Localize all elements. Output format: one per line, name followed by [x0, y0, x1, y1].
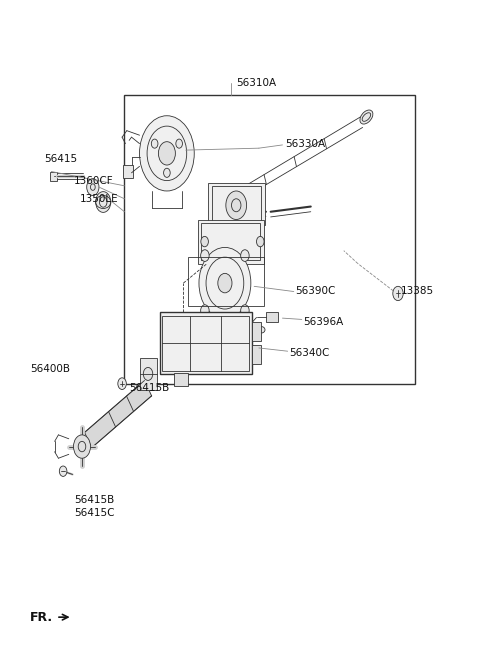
Bar	[208, 183, 264, 225]
Text: 56330A: 56330A	[285, 139, 325, 149]
Circle shape	[240, 305, 249, 317]
Text: 56340C: 56340C	[289, 348, 330, 358]
Circle shape	[60, 466, 67, 476]
Ellipse shape	[257, 327, 265, 333]
Bar	[198, 219, 264, 263]
Text: 13385: 13385	[400, 286, 433, 296]
Circle shape	[226, 191, 247, 219]
Text: 56415B: 56415B	[74, 495, 114, 505]
Circle shape	[87, 179, 99, 196]
Bar	[50, 171, 57, 181]
Text: 56400B: 56400B	[30, 365, 70, 374]
Circle shape	[201, 237, 208, 247]
Text: 56396A: 56396A	[304, 317, 344, 327]
Circle shape	[151, 139, 158, 148]
Bar	[266, 312, 278, 322]
Text: FR.: FR.	[30, 610, 53, 623]
Circle shape	[393, 286, 403, 301]
Text: 56415B: 56415B	[129, 383, 169, 393]
Ellipse shape	[247, 186, 256, 196]
Circle shape	[201, 305, 209, 317]
Bar	[123, 165, 133, 178]
Bar	[252, 345, 261, 364]
Ellipse shape	[239, 190, 249, 200]
Circle shape	[73, 435, 91, 458]
Bar	[201, 223, 260, 260]
Circle shape	[144, 367, 153, 380]
Text: 1350LE: 1350LE	[80, 194, 118, 204]
Bar	[162, 315, 250, 371]
Bar	[174, 373, 188, 386]
Bar	[212, 186, 261, 221]
Circle shape	[256, 237, 264, 247]
Circle shape	[164, 168, 170, 177]
Circle shape	[199, 248, 251, 319]
Bar	[124, 95, 415, 384]
Circle shape	[240, 250, 249, 261]
Circle shape	[140, 116, 194, 191]
Text: 1360CF: 1360CF	[74, 176, 114, 186]
Ellipse shape	[360, 110, 373, 124]
Circle shape	[218, 273, 232, 293]
Text: 56390C: 56390C	[296, 286, 336, 296]
Circle shape	[118, 378, 126, 390]
Bar	[160, 312, 252, 374]
Bar	[188, 257, 264, 306]
Text: 56310A: 56310A	[237, 78, 276, 88]
Circle shape	[201, 250, 209, 261]
Circle shape	[158, 142, 175, 165]
Circle shape	[176, 139, 182, 148]
Circle shape	[96, 192, 111, 212]
Text: 56415C: 56415C	[74, 508, 114, 518]
Bar	[140, 357, 156, 390]
Bar	[252, 322, 261, 342]
Polygon shape	[84, 380, 152, 448]
Text: 56415: 56415	[44, 154, 77, 164]
